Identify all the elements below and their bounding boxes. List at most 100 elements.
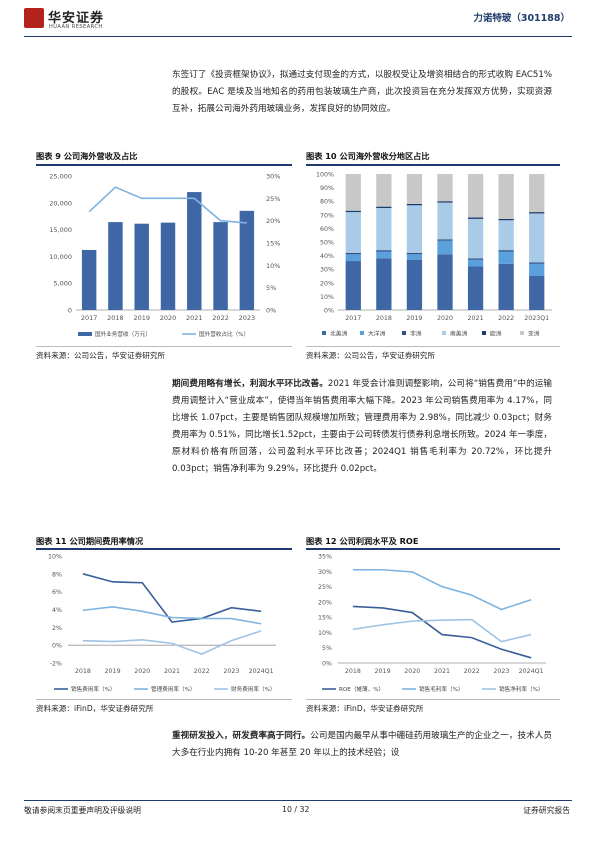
chart11-plot: -2% 0% 2% 4% 6% 8% 10% 2018 2019 2020 2021 2022 2023… [48, 554, 276, 693]
header-divider [24, 36, 572, 37]
footer-disclaimer: 敬请参阅末页重要声明及评级说明 [24, 806, 141, 815]
chart9-left-tick: 25,000 [49, 173, 72, 181]
chart11-x-tick: 2021 [164, 668, 180, 675]
chart10-x-tick: 2023Q1 [524, 315, 549, 322]
chart9-source-rule [36, 346, 292, 347]
chart12-y-tick: 25% [318, 584, 332, 591]
chart12-series-line [352, 618, 532, 643]
chart10-legend-label: 亚洲 [528, 331, 540, 338]
chart10-bar-segment [498, 250, 514, 252]
rd-paragraph-heading: 重视研发投入，研发费率高于同行。 [172, 731, 311, 741]
chart9-x-tick: 2023 [239, 314, 256, 322]
chart10-bar-segment [345, 212, 361, 253]
chart9-x-tick: 2022 [212, 314, 229, 322]
chart11-series-line [82, 630, 262, 655]
logo-subtitle: HUAAN RESEARCH [49, 24, 103, 30]
chart10-bar-segment [437, 202, 453, 240]
chart11-title: 图表 11 公司期间费用率情况 [36, 536, 144, 546]
chart9-right-tick: 30% [266, 173, 280, 181]
chart11-y-tick: 0% [52, 643, 62, 650]
chart10-bar-segment [437, 239, 453, 241]
chart10-bar-segment [467, 174, 484, 218]
chart10-bar-segment [406, 174, 423, 204]
chart9-right-tick: 25% [266, 195, 280, 203]
chart10-y-tick: 90% [320, 185, 334, 192]
chart12-title: 图表 12 公司利润水平及 ROE [306, 536, 419, 546]
chart12-source: 资料来源：iFinD，华安证券研究所 [306, 704, 424, 713]
chart10-bar-segment [376, 251, 392, 259]
chart10-bar-segment [376, 250, 392, 252]
expense-paragraph-heading: 期间费用略有增长，利润水平环比改善。 [172, 379, 328, 389]
chart9-legend-line: 国外营收占比（%） [199, 330, 249, 338]
chart10-bar-segment [467, 259, 484, 267]
chart10-legend-label: 非洲 [410, 330, 422, 338]
chart10-bar-segment [376, 206, 392, 208]
chart10-legend-label: 北美洲 [330, 330, 348, 338]
chart10-bar-segment [467, 266, 484, 310]
chart10-x-tick: 2020 [437, 315, 453, 322]
chart10-bar-segment [345, 261, 361, 310]
chart9-left-tick: 10,000 [49, 253, 72, 261]
chart12-x-tick: 2024Q1 [519, 668, 544, 675]
chart12-plot: 0% 5% 10% 15% 20% 25% 30% 35% 2018 2019 2020 2021 20… [318, 554, 546, 693]
chart9-title: 图表 9 公司海外营收及占比 [36, 151, 138, 161]
rd-paragraph: 重视研发投入，研发费率高于同行。公司是国内最早从事中硼硅药用玻璃生产的企业之一，… [172, 728, 552, 762]
chart11-source-rule [36, 699, 292, 700]
footer-report-type: 证券研究报告 [523, 806, 570, 815]
chart12-y-tick: 5% [322, 645, 332, 652]
chart10-bar-segment [406, 252, 423, 255]
chart10-legend-label: 欧洲 [490, 330, 502, 338]
chart10-y-tick: 60% [320, 226, 334, 233]
chart10-legend-swatch [402, 331, 406, 335]
chart10-bar-segment [345, 174, 361, 211]
chart10-legend-swatch [482, 331, 486, 335]
chart12-legend-label: ROE（摊薄，%） [339, 685, 384, 693]
chart10-bar-segment [498, 251, 514, 264]
chart10-x-tick: 2017 [345, 315, 361, 322]
chart9-bar [239, 210, 255, 310]
chart10-bar-segment [529, 262, 545, 264]
chart10-bar-segment [467, 258, 484, 260]
chart12-x-tick: 2019 [375, 668, 391, 675]
chart12-y-tick: 35% [318, 554, 332, 561]
chart10-bar-segment [437, 254, 453, 310]
chart10-legend-label: 南美洲 [450, 330, 468, 338]
chart12-y-tick: 10% [318, 630, 332, 637]
chart11-y-tick: 10% [48, 554, 62, 561]
chart9-left-tick: 0 [68, 307, 72, 315]
chart9-x-tick: 2018 [107, 314, 124, 322]
chart10-legend-swatch [520, 331, 524, 335]
chart11-legend-label: 销售费用率（%） [71, 685, 115, 693]
chart10-bar-segment [345, 252, 361, 255]
chart12-source-rule [306, 699, 560, 700]
chart10-bar-segment [406, 259, 423, 310]
chart9-x-tick: 2019 [133, 314, 150, 322]
chart11-x-tick: 2020 [134, 668, 150, 675]
chart12-x-tick: 2021 [434, 668, 450, 675]
chart11-y-tick: 4% [52, 607, 62, 614]
chart9-right-tick: 5% [266, 284, 276, 292]
chart12-y-tick: 30% [318, 569, 332, 576]
report-company-title: 力诺特玻（301188） [473, 13, 570, 24]
chart10-x-tick: 2021 [468, 315, 484, 322]
chart10-bar-segment [376, 174, 392, 207]
chart11-x-tick: 2024Q1 [249, 668, 274, 675]
chart10-x-tick: 2022 [498, 315, 514, 322]
chart10-y-tick: 10% [320, 294, 334, 301]
chart10-bar-segment [529, 212, 545, 214]
chart10-x-tick: 2019 [406, 315, 422, 322]
company-logo-mark [24, 8, 44, 28]
chart9-bar [108, 222, 123, 310]
chart11-legend-label: 管理费用率（%） [151, 685, 195, 693]
chart10-bar-segment [437, 201, 453, 203]
chart10-bar-segment [467, 218, 484, 259]
chart11-title-rule [36, 548, 292, 550]
chart12-y-tick: 0% [322, 661, 332, 668]
chart12-x-tick: 2022 [464, 668, 480, 675]
chart10-y-tick: 20% [320, 280, 334, 287]
page-number: 10 / 32 [282, 805, 310, 814]
chart10-bar-segment [529, 263, 545, 276]
chart12-y-tick: 20% [318, 599, 332, 606]
chart10-source: 资料来源：公司公告，华安证券研究所 [306, 351, 436, 360]
chart11-x-tick: 2023 [223, 668, 239, 675]
